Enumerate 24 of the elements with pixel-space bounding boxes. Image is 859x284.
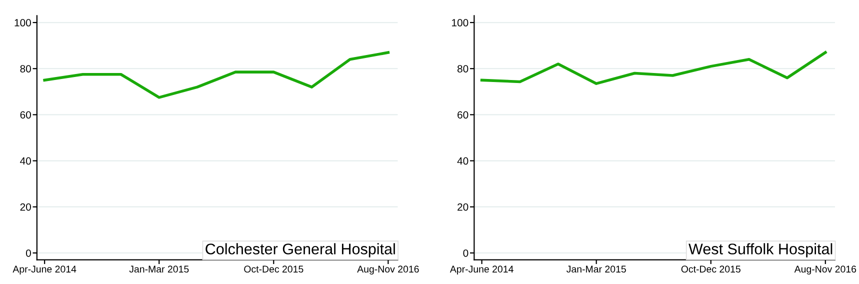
annotation: West Suffolk Hospital (688, 243, 832, 258)
x-tick-label: Apr-June 2014 (450, 266, 514, 274)
x-tick-label: Oct-Dec 2015 (244, 266, 304, 273)
y-tick-label: 40 (20, 157, 31, 165)
x-tick-label: Jan-Mar 2015 (129, 266, 189, 273)
x-tick-label: Jan-Mar 2015 (566, 266, 626, 273)
y-tick-label: 20 (20, 203, 31, 211)
y-tick-label: 100 (452, 19, 468, 26)
y-tick-label: 20 (458, 203, 468, 211)
y-tick-label: 0 (463, 249, 468, 257)
y-tick-label: 100 (14, 19, 31, 26)
line-series (480, 51, 827, 85)
y-tick-label: 60 (458, 111, 468, 119)
line-series (43, 51, 390, 99)
y-tick-label: 80 (457, 65, 468, 72)
x-tick-label: Oct-Dec 2015 (681, 266, 740, 273)
y-tick-label: 40 (457, 157, 468, 165)
y-tick-label: 60 (20, 111, 31, 119)
annotation: Colchester General Hospital (206, 243, 395, 258)
y-tick-label: 0 (26, 249, 31, 257)
x-tick-label: Aug-Nov 2016 (794, 266, 856, 274)
x-tick-label: Aug-Nov 2016 (357, 266, 419, 274)
y-tick-label: 80 (20, 65, 31, 72)
x-tick-label: Apr-June 2014 (12, 266, 76, 274)
